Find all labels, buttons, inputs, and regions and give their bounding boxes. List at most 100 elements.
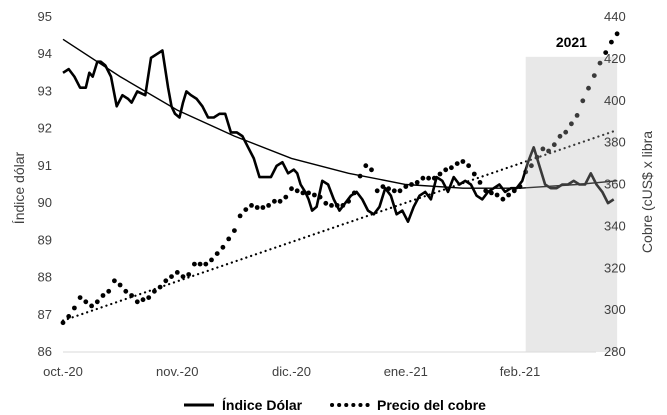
series-line-indice-dolar [62,49,615,223]
x-tick-label: feb.-21 [500,364,540,379]
tick-labels: 86 87 88 89 90 91 92 93 94 95 280 300 320 340 360 380 40… [38,9,626,379]
legend-label-indice-dolar: Índice Dólar [222,397,303,413]
y-left-tick-label: 86 [38,344,52,359]
data-point-cobre [283,194,289,200]
data-point-cobre [317,194,323,200]
y-left-tick-label: 94 [38,46,52,61]
y-right-tick-label: 360 [604,177,626,192]
data-point-cobre [557,133,563,139]
data-point-cobre [591,73,597,78]
data-point-cobre [329,203,334,208]
data-point-cobre [369,167,374,173]
data-point-cobre [106,288,112,294]
data-point-cobre [454,161,460,167]
data-point-cobre [100,293,106,298]
data-point-cobre [340,203,346,208]
data-point-cobre [277,198,283,204]
data-point-cobre [563,129,569,135]
y-right-tick-label: 400 [604,93,626,108]
data-point-cobre [140,297,146,303]
data-point-cobre [60,320,66,326]
data-point-cobre [351,190,357,196]
data-point-cobre [546,148,551,154]
data-point-cobre [357,173,363,179]
data-point-cobre [386,186,391,192]
data-point-cobre [129,293,135,298]
data-point-cobre [494,192,500,198]
data-point-cobre [112,278,117,284]
data-point-cobre [580,98,586,104]
y-left-tick-label: 87 [38,307,52,322]
data-point-cobre [289,186,294,192]
data-point-cobre [123,288,129,294]
y-right-tick-label: 440 [604,9,626,24]
data-point-cobre [89,303,94,309]
data-point-cobre [511,188,517,194]
data-point-cobre [152,288,157,294]
data-point-cobre [254,205,260,210]
data-point-cobre [306,190,311,196]
data-point-cobre [426,175,431,181]
x-tick-label: ene.-21 [384,364,428,379]
data-point-cobre [506,192,511,198]
data-point-cobre [186,272,192,277]
data-point-cobre [197,261,203,267]
data-point-cobre [609,39,614,45]
data-point-cobre [363,163,369,169]
data-point-cobre [232,228,237,234]
y-left-tick-label: 91 [38,158,52,173]
data-point-cobre [569,121,574,127]
data-point-cobre [174,270,180,275]
data-point-cobre [346,198,351,204]
y-right-tick-label: 340 [604,218,626,233]
data-point-cobre [431,175,437,181]
data-point-cobre [471,171,477,177]
data-point-cobre [169,274,174,279]
data-point-cobre [146,295,152,300]
data-point-cobre [540,146,546,152]
data-point-cobre [72,305,77,311]
y-axis-left-title: Índice dólar [11,151,27,224]
y-left-tick-label: 90 [38,195,52,210]
data-point-cobre [134,299,140,305]
data-point-cobre [209,257,214,263]
y-axis-right-title: Cobre (cUS$ x libra [639,131,655,253]
y-left-tick-label: 93 [38,83,52,98]
data-point-cobre [312,192,317,198]
x-tick-label: dic.-20 [272,364,311,379]
data-point-cobre [500,196,506,202]
trendline-polynomial [62,38,618,189]
data-point-cobre [260,205,266,210]
y-right-tick-label: 420 [604,51,626,66]
y-right-tick-label: 280 [604,344,626,359]
y-left-tick-label: 89 [38,232,52,247]
legend: Índice Dólar Precio del cobre [184,397,486,413]
data-point-cobre [391,188,397,194]
data-point-cobre [334,203,340,208]
data-point-cobre [214,251,220,256]
highlight-label: 2021 [556,34,587,50]
data-point-cobre [77,295,83,300]
data-point-cobre [489,190,494,196]
data-point-cobre [443,167,449,173]
data-point-cobre [249,203,254,208]
trendlines [61,38,619,322]
data-point-cobre [300,190,306,196]
highlight-rect [525,56,618,352]
y-left-tick-label: 88 [38,270,52,285]
data-point-cobre [437,171,443,177]
y-right-tick-label: 380 [604,135,626,150]
data-point-cobre [449,165,454,171]
data-point-cobre [409,182,414,187]
data-point-cobre [380,184,386,190]
data-point-cobre [226,236,232,242]
data-point-cobre [294,188,300,194]
data-point-cobre [586,85,591,91]
data-point-cobre [66,314,72,319]
data-point-cobre [192,261,197,267]
data-point-cobre [272,198,277,204]
y-right-tick-label: 320 [604,260,626,275]
data-point-cobre [163,278,169,284]
data-point-cobre [117,282,123,288]
